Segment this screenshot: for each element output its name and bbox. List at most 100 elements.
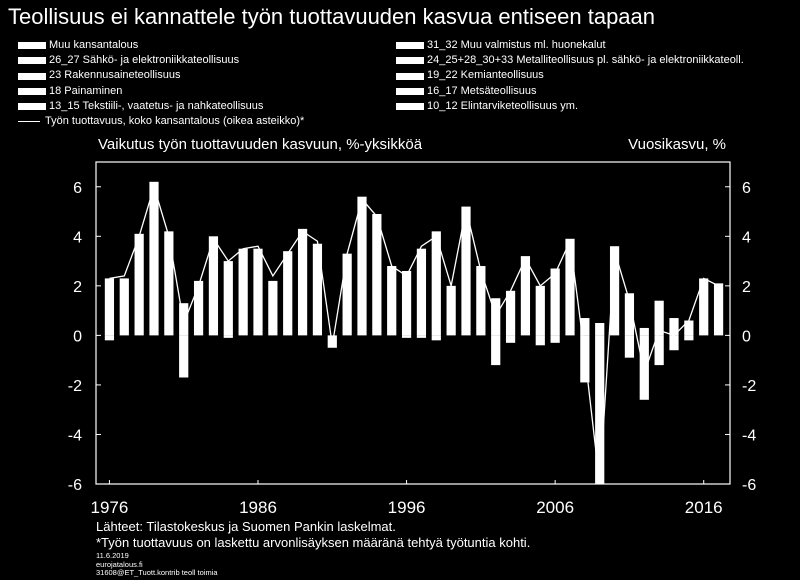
bar-positive — [238, 248, 248, 336]
legend-label: Työn tuottavuus, koko kansantalous (oike… — [45, 115, 305, 128]
legend-swatch — [18, 87, 46, 95]
y-tick-label-right: -6 — [742, 477, 756, 494]
bar-negative — [401, 335, 412, 338]
legend-swatch — [396, 42, 424, 50]
bar-positive — [505, 290, 516, 336]
chart-title: Teollisuus ei kannattele työn tuottavuud… — [8, 4, 656, 29]
legend-label: 19_22 Kemianteollisuus — [427, 69, 544, 82]
source-text: Lähteet: Tilastokeskus ja Suomen Pankin … — [96, 519, 396, 534]
bar-negative — [535, 335, 545, 346]
y-tick-label-right: 0 — [742, 328, 751, 345]
legend-label: 31_32 Muu valmistus ml. huonekalut — [427, 39, 606, 51]
bar-positive — [550, 268, 560, 336]
legend-label: 10_12 Elintarviketeollisuus ym. — [427, 99, 579, 112]
legend-item: 16_17 Metsäteollisuus — [396, 84, 744, 99]
y-tick-label-right: -4 — [742, 427, 756, 444]
bar-positive — [520, 256, 531, 336]
bar-negative — [505, 335, 516, 343]
legend-label: 13_15 Tekstiili-, vaatetus- ja nahkateol… — [49, 99, 264, 112]
x-tick-label: 2006 — [536, 498, 574, 517]
bar-positive — [312, 243, 323, 336]
legend-label: 26_27 Sähkö- ja elektroniikkateollisuus — [49, 54, 240, 67]
y-tick-label-right: -2 — [742, 378, 756, 395]
x-tick-label: 1986 — [239, 498, 277, 517]
legend-line-swatch — [18, 120, 40, 123]
bar-positive — [624, 293, 635, 336]
bar-negative — [104, 335, 115, 341]
x-tick-label: 1976 — [91, 498, 129, 517]
left-axis-title: Vaikutus työn tuottavuuden kasvuun, %-yk… — [98, 136, 423, 153]
legend-item: 10_12 Elintarviketeollisuus ym. — [396, 99, 744, 114]
bar-positive — [684, 320, 694, 336]
source-notes: Lähteet: Tilastokeskus ja Suomen Pankin … — [96, 519, 530, 551]
legend-item: 19_22 Kemianteollisuus — [396, 68, 744, 83]
legend-swatch — [18, 72, 46, 80]
bar-positive — [104, 278, 115, 336]
legend-swatch — [396, 57, 424, 65]
bar-positive — [149, 181, 159, 336]
small-date: 11.6.2019 — [96, 551, 129, 560]
bar-positive — [654, 300, 664, 336]
legend-item: 26_27 Sähkö- ja elektroniikkateollisuus — [18, 53, 304, 68]
legend-label: 23 Rakennusaineteollisuus — [49, 69, 181, 82]
y-tick-label-left: 6 — [73, 180, 82, 197]
bar-positive — [416, 248, 427, 336]
y-tick-label-right: 2 — [742, 279, 751, 296]
bar-positive — [431, 231, 441, 336]
y-tick-label-left: 2 — [73, 279, 82, 296]
bar-positive — [639, 327, 649, 336]
bar-negative — [491, 335, 501, 366]
bar-positive — [164, 231, 174, 336]
bar-positive — [401, 270, 412, 336]
legend-item: 18 Painaminen — [18, 84, 304, 99]
bar-positive — [372, 214, 382, 336]
productivity-line — [109, 184, 719, 485]
bar-negative — [669, 335, 679, 351]
bar-negative — [416, 335, 427, 338]
legend-item: Muu kansantalous — [18, 38, 304, 53]
legend-swatch — [396, 87, 424, 95]
y-tick-label-right: 4 — [742, 229, 751, 246]
y-tick-label-right: 6 — [742, 180, 751, 197]
bar-negative — [654, 335, 664, 366]
legend-label: 24_25+28_30+33 Metalliteollisuus pl. säh… — [427, 54, 744, 67]
small-file: 31608@ET_Tuott.kontrib teoll toimia — [96, 568, 218, 578]
right-axis-title: Vuosikasvu, % — [628, 136, 726, 153]
y-tick-label-left: -2 — [68, 378, 82, 395]
x-tick-label: 1996 — [388, 498, 426, 517]
bar-positive — [357, 196, 367, 336]
x-tick-label: 2016 — [685, 498, 723, 517]
bar-positive — [223, 261, 233, 336]
bar-positive — [342, 253, 352, 336]
bar-positive — [208, 236, 219, 336]
legend-left: Muu kansantalous 26_27 Sähkö- ja elektro… — [18, 38, 304, 129]
legend-swatch — [396, 72, 424, 80]
bar-positive — [134, 233, 144, 336]
bar-positive — [193, 280, 204, 336]
small-print: 11.6.2019 eurojatalous.fi 31608@ET_Tuott… — [96, 551, 218, 578]
bar-positive — [297, 228, 308, 336]
legend-right: 31_32 Muu valmistus ml. huonekalut 24_25… — [396, 38, 744, 114]
bar-positive — [268, 280, 278, 336]
bar-positive — [476, 266, 486, 336]
bar-negative — [684, 335, 694, 341]
legend-item: 31_32 Muu valmistus ml. huonekalut — [396, 38, 744, 53]
footnote-text: *Työn tuottavuus on laskettu arvonlisäyk… — [96, 535, 531, 550]
legend-swatch — [18, 42, 46, 50]
y-tick-label-left: 4 — [73, 229, 82, 246]
bar-positive — [446, 285, 456, 336]
bar-positive — [699, 278, 709, 336]
legend-item: 24_25+28_30+33 Metalliteollisuus pl. säh… — [396, 53, 744, 68]
legend-swatch — [396, 102, 424, 110]
bar-positive — [119, 278, 129, 336]
legend-item: 13_15 Tekstiili-, vaatetus- ja nahkateol… — [18, 99, 304, 114]
bar-negative — [624, 335, 635, 358]
plot-frame — [95, 161, 731, 485]
legend-item-line: Työn tuottavuus, koko kansantalous (oike… — [18, 114, 304, 129]
bar-positive — [565, 238, 575, 336]
legend-swatch — [18, 102, 46, 110]
bar-positive — [387, 266, 397, 336]
legend-label: 18 Painaminen — [49, 84, 123, 97]
legend-swatch — [18, 57, 46, 65]
